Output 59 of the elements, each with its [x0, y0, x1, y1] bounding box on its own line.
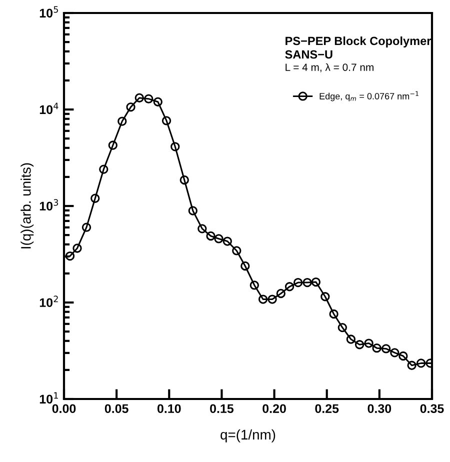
point — [338, 322, 347, 332]
point — [258, 294, 268, 304]
point — [372, 344, 382, 353]
point — [134, 93, 144, 102]
x-axis-title: q=(1/nm) — [220, 429, 276, 442]
point — [381, 344, 391, 354]
point — [144, 94, 154, 104]
x-tick-label: 0.05 — [104, 404, 128, 414]
legend-label: Edge, q$_{m}$ = 0.0767 nm$^{−1}$ — [320, 91, 418, 102]
y-tick-label: 10$^{2}$ — [40, 296, 58, 308]
point — [222, 236, 232, 246]
y-tick-label: 10$^{5}$ — [40, 6, 58, 18]
x-tick-label: 0.35 — [420, 404, 444, 414]
point — [407, 360, 416, 370]
annotation: L = 4 m, λ = 0.7 nm — [286, 63, 374, 72]
point — [268, 294, 277, 304]
point — [214, 234, 224, 244]
y-tick-label: 10$^{3}$ — [40, 199, 58, 211]
point — [90, 194, 100, 203]
y-axis-title: I(q)(arb. units) — [20, 163, 34, 248]
point — [198, 224, 207, 234]
point — [206, 231, 216, 241]
text: PS−PEP Block Copolymer — [286, 36, 432, 48]
point — [180, 175, 189, 185]
point — [329, 309, 338, 319]
text: SANS−U — [285, 50, 332, 59]
point — [364, 338, 374, 348]
point — [162, 116, 172, 126]
point — [320, 292, 330, 302]
point — [398, 351, 408, 361]
x-tick-label: 0.25 — [315, 404, 339, 414]
point — [188, 206, 198, 216]
point — [276, 288, 286, 298]
x-tick-label: 0.20 — [262, 404, 286, 414]
point — [293, 278, 303, 288]
point — [232, 246, 242, 256]
x-tick-label: 0.30 — [368, 404, 392, 414]
point — [82, 222, 92, 232]
point — [302, 278, 312, 288]
point — [311, 277, 321, 287]
point — [126, 102, 136, 112]
point — [99, 164, 108, 174]
point — [250, 280, 259, 290]
point — [390, 348, 400, 358]
x-tick-label: 0.15 — [210, 404, 234, 414]
point — [284, 282, 294, 292]
point — [108, 140, 118, 150]
x-tick-label: 0.10 — [157, 404, 181, 414]
point — [118, 116, 127, 126]
point — [153, 97, 162, 106]
point — [346, 334, 356, 344]
x-tick-label: 0.00 — [52, 404, 76, 414]
point — [72, 244, 82, 253]
point — [240, 261, 250, 271]
y-tick-label: 10$^{4}$ — [40, 102, 58, 114]
point — [354, 340, 364, 350]
point — [170, 142, 180, 152]
y-tick-label: 10$^{1}$ — [40, 392, 58, 404]
point — [416, 358, 426, 368]
